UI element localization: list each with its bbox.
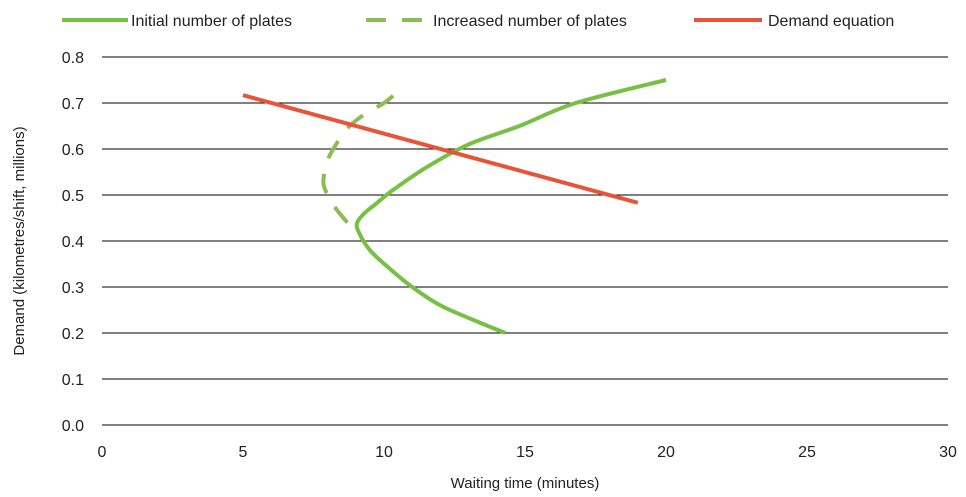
x-tick-label: 0 (98, 444, 107, 461)
x-tick-label: 30 (939, 444, 957, 461)
legend-label-initial-plates: Initial number of plates (131, 13, 292, 30)
y-tick-label: 0.5 (62, 188, 84, 205)
x-tick-label: 25 (798, 444, 816, 461)
series-group (242, 78, 667, 335)
legend: Initial number of plates Increased number… (62, 13, 894, 30)
x-tick-label: 20 (657, 444, 675, 461)
y-tick-label: 0.8 (62, 50, 84, 67)
y-tick-label: 0.0 (62, 418, 84, 435)
legend-label-demand-equation: Demand equation (768, 13, 894, 30)
y-tick-label: 0.6 (62, 142, 84, 159)
y-tick-label: 0.2 (62, 326, 84, 343)
x-tick-label: 10 (375, 444, 393, 461)
y-tick-label: 0.3 (62, 280, 84, 297)
y-tick-labels: 0.0 0.1 0.2 0.3 0.4 0.5 0.6 0.7 0.8 (62, 50, 84, 435)
grid-lines (102, 56, 948, 426)
y-tick-label: 0.4 (62, 234, 84, 251)
series-line-demand-equation (242, 93, 639, 205)
x-tick-labels: 0 5 10 15 20 25 30 (98, 444, 957, 461)
x-tick-label: 5 (239, 444, 248, 461)
x-tick-label: 15 (516, 444, 534, 461)
y-tick-label: 0.7 (62, 96, 84, 113)
legend-label-increased-plates: Increased number of plates (433, 13, 627, 30)
series-line-initial-plates (354, 78, 667, 335)
y-tick-label: 0.1 (62, 372, 84, 389)
y-axis-title: Demand (kilometres/shift, millions) (11, 126, 28, 355)
series-line-increased-plates (321, 92, 397, 224)
x-axis-title: Waiting time (minutes) (451, 475, 600, 492)
